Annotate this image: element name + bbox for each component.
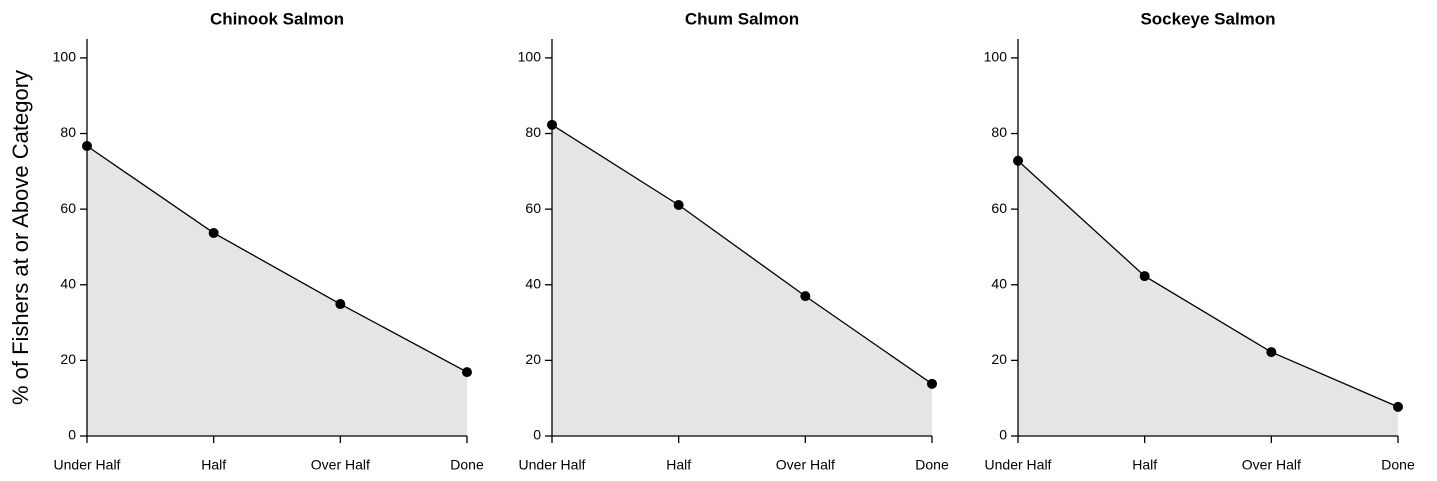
y-tick-label: 0 [533, 427, 541, 443]
point [800, 291, 811, 302]
x-tick-label: Under Half [54, 457, 121, 473]
x-tick-label: Over Half [776, 457, 835, 473]
x-tick-label: Half [1132, 457, 1157, 473]
y-tick-label: 100 [518, 49, 542, 65]
point [208, 227, 219, 238]
y-tick-label: 60 [60, 200, 76, 216]
area-fill [1018, 160, 1398, 436]
y-tick-label: 80 [991, 124, 1007, 140]
x-tick-label: Half [666, 457, 691, 473]
area-fill [87, 146, 467, 436]
chart-title: Chum Salmon [685, 9, 799, 28]
line [551, 124, 933, 385]
y-tick-label: 20 [525, 351, 541, 367]
y-tick-label: 40 [60, 275, 76, 291]
line [86, 145, 468, 373]
y-tick-label: 40 [991, 275, 1007, 291]
point [335, 299, 346, 310]
area-fill [552, 124, 932, 436]
y-tick-label: 100 [984, 49, 1008, 65]
x-tick-label: Done [1381, 457, 1415, 473]
y-tick-label: 20 [60, 351, 76, 367]
chart-title: Sockeye Salmon [1140, 9, 1275, 28]
x-tick-label: Under Half [985, 457, 1052, 473]
y-tick-label: 20 [991, 351, 1007, 367]
y-tick-label: 0 [999, 427, 1007, 443]
y-tick-label: 0 [68, 427, 76, 443]
y-axis-label: % of Fishers at or Above Category [8, 70, 33, 405]
y-tick-label: 40 [525, 275, 541, 291]
point [462, 367, 472, 378]
line [1017, 160, 1399, 408]
point [1266, 347, 1277, 358]
x-tick-label: Under Half [519, 457, 586, 473]
y-tick-label: 100 [53, 49, 77, 65]
y-tick-label: 80 [60, 124, 76, 140]
point [1139, 271, 1150, 282]
y-tick-label: 60 [525, 200, 541, 216]
x-tick-label: Over Half [311, 457, 370, 473]
chart-title: Chinook Salmon [210, 9, 344, 28]
y-tick-label: 80 [525, 124, 541, 140]
x-tick-label: Over Half [1242, 457, 1301, 473]
y-tick-label: 60 [991, 200, 1007, 216]
point [927, 378, 937, 389]
x-tick-label: Half [201, 457, 226, 473]
x-tick-label: Done [915, 457, 949, 473]
point [1393, 401, 1403, 412]
x-tick-label: Done [450, 457, 484, 473]
point [673, 199, 684, 210]
